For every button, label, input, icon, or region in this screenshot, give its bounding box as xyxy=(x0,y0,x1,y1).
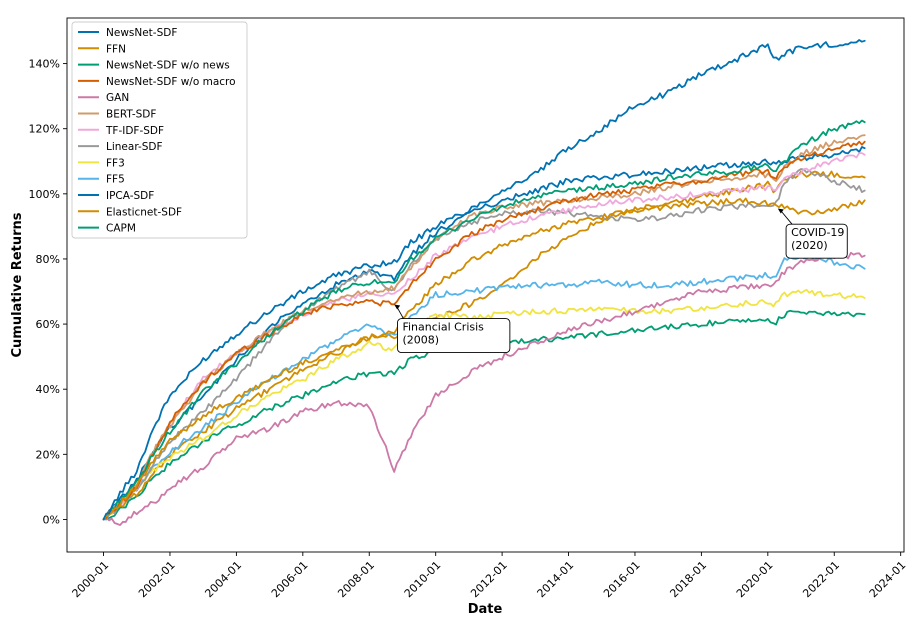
x-tick-label: 2018-01 xyxy=(667,559,709,601)
annotation-text: (2020) xyxy=(791,239,828,252)
x-tick-label: 2002-01 xyxy=(136,559,178,601)
legend-item-gan: GAN xyxy=(78,92,129,104)
y-tick-label: 20% xyxy=(36,448,60,461)
legend-item-newsnet-sdf-w-o-news: NewsNet-SDF w/o news xyxy=(78,60,230,72)
series-line-newsnet-sdf-w-o-news xyxy=(102,119,866,521)
y-tick-label: 40% xyxy=(36,383,60,396)
legend-label: IPCA-SDF xyxy=(106,190,154,202)
series-line-ffn xyxy=(102,197,866,521)
legend-item-newsnet-sdf-w-o-macro: NewsNet-SDF w/o macro xyxy=(78,76,236,88)
series-line-tf-idf-sdf xyxy=(102,152,866,521)
series-line-ff3 xyxy=(102,288,866,521)
legend-label: NewsNet-SDF xyxy=(106,27,177,39)
annotation-text: Financial Crisis xyxy=(402,321,484,334)
x-tick-label: 2020-01 xyxy=(734,559,776,601)
y-tick-label: 0% xyxy=(43,513,60,526)
legend-item-linear-sdf: Linear-SDF xyxy=(78,141,163,153)
y-axis: 0% 20% 40% 60% 80% 100% 120% 140% xyxy=(29,58,67,526)
legend-item-tf-idf-sdf: TF-IDF-SDF xyxy=(78,125,164,137)
annotation-box xyxy=(785,223,848,259)
y-tick-label: 120% xyxy=(29,123,60,136)
series-line-linear-sdf xyxy=(102,168,866,521)
x-tick-label: 2024-01 xyxy=(867,559,909,601)
legend-item-ffn: FFN xyxy=(78,43,126,55)
annotation-layer: Financial Crisis(2008) COVID-19(2020) xyxy=(394,208,848,354)
x-tick-label: 2008-01 xyxy=(335,559,377,601)
legend-label: NewsNet-SDF w/o macro xyxy=(106,76,236,88)
legend-item-newsnet-sdf: NewsNet-SDF xyxy=(78,27,177,39)
series-layer xyxy=(102,39,866,526)
annotation-text: (2008) xyxy=(402,334,439,347)
x-tick-label: 2014-01 xyxy=(535,559,577,601)
x-tick-label: 2006-01 xyxy=(269,559,311,601)
x-tick-label: 2004-01 xyxy=(202,559,244,601)
series-line-ff5 xyxy=(102,252,866,521)
legend-item-ipca-sdf: IPCA-SDF xyxy=(78,190,154,202)
x-tick-label: 2016-01 xyxy=(601,559,643,601)
annotation-arrowhead xyxy=(777,208,784,214)
x-tick-label: 2000-01 xyxy=(70,559,112,601)
annotation-financial-crisis-2008: Financial Crisis(2008) xyxy=(394,304,511,354)
y-tick-label: 80% xyxy=(36,253,60,266)
legend-label: Elasticnet-SDF xyxy=(106,206,182,218)
legend-label: CAPM xyxy=(106,223,136,235)
legend-label: FFN xyxy=(106,43,126,55)
legend-item-ff3: FF3 xyxy=(78,157,125,169)
series-line-bert-sdf xyxy=(102,134,866,521)
legend-item-elasticnet-sdf: Elasticnet-SDF xyxy=(78,206,182,218)
annotation-arrowhead xyxy=(394,304,401,310)
legend-label: NewsNet-SDF w/o news xyxy=(106,60,230,72)
x-axis: 2000-01 2002-01 2004-01 2006-01 2008-01 2010-… xyxy=(70,552,909,601)
x-tick-label: 2010-01 xyxy=(402,559,444,601)
series-line-newsnet-sdf xyxy=(102,39,866,521)
legend-box xyxy=(71,21,248,239)
y-tick-label: 100% xyxy=(29,188,60,201)
legend-items: NewsNet-SDF FFN NewsNet-SDF w/o news NewsNe… xyxy=(78,27,236,235)
annotation-text: COVID-19 xyxy=(791,226,844,239)
legend-label: FF3 xyxy=(106,157,125,169)
y-tick-label: 60% xyxy=(36,318,60,331)
legend-label: FF5 xyxy=(106,174,125,186)
plot-frame xyxy=(66,17,905,553)
series-line-gan xyxy=(102,251,866,526)
legend-item-capm: CAPM xyxy=(78,223,136,235)
legend-item-bert-sdf: BERT-SDF xyxy=(78,109,156,121)
legend-label: Linear-SDF xyxy=(106,141,163,153)
legend-label: BERT-SDF xyxy=(106,109,156,121)
x-tick-label: 2022-01 xyxy=(800,559,842,601)
legend-label: TF-IDF-SDF xyxy=(105,125,164,137)
x-axis-label: Date xyxy=(468,602,503,617)
legend-item-ff5: FF5 xyxy=(78,174,125,186)
x-tick-label: 2012-01 xyxy=(468,559,510,601)
annotation-covid-19-2020: COVID-19(2020) xyxy=(777,208,848,259)
legend-label: GAN xyxy=(106,92,129,104)
y-tick-label: 140% xyxy=(29,58,60,71)
annotation-box xyxy=(397,318,511,354)
legend: NewsNet-SDF FFN NewsNet-SDF w/o news NewsNe… xyxy=(71,21,248,239)
y-axis-label: Cumulative Returns xyxy=(10,212,25,357)
